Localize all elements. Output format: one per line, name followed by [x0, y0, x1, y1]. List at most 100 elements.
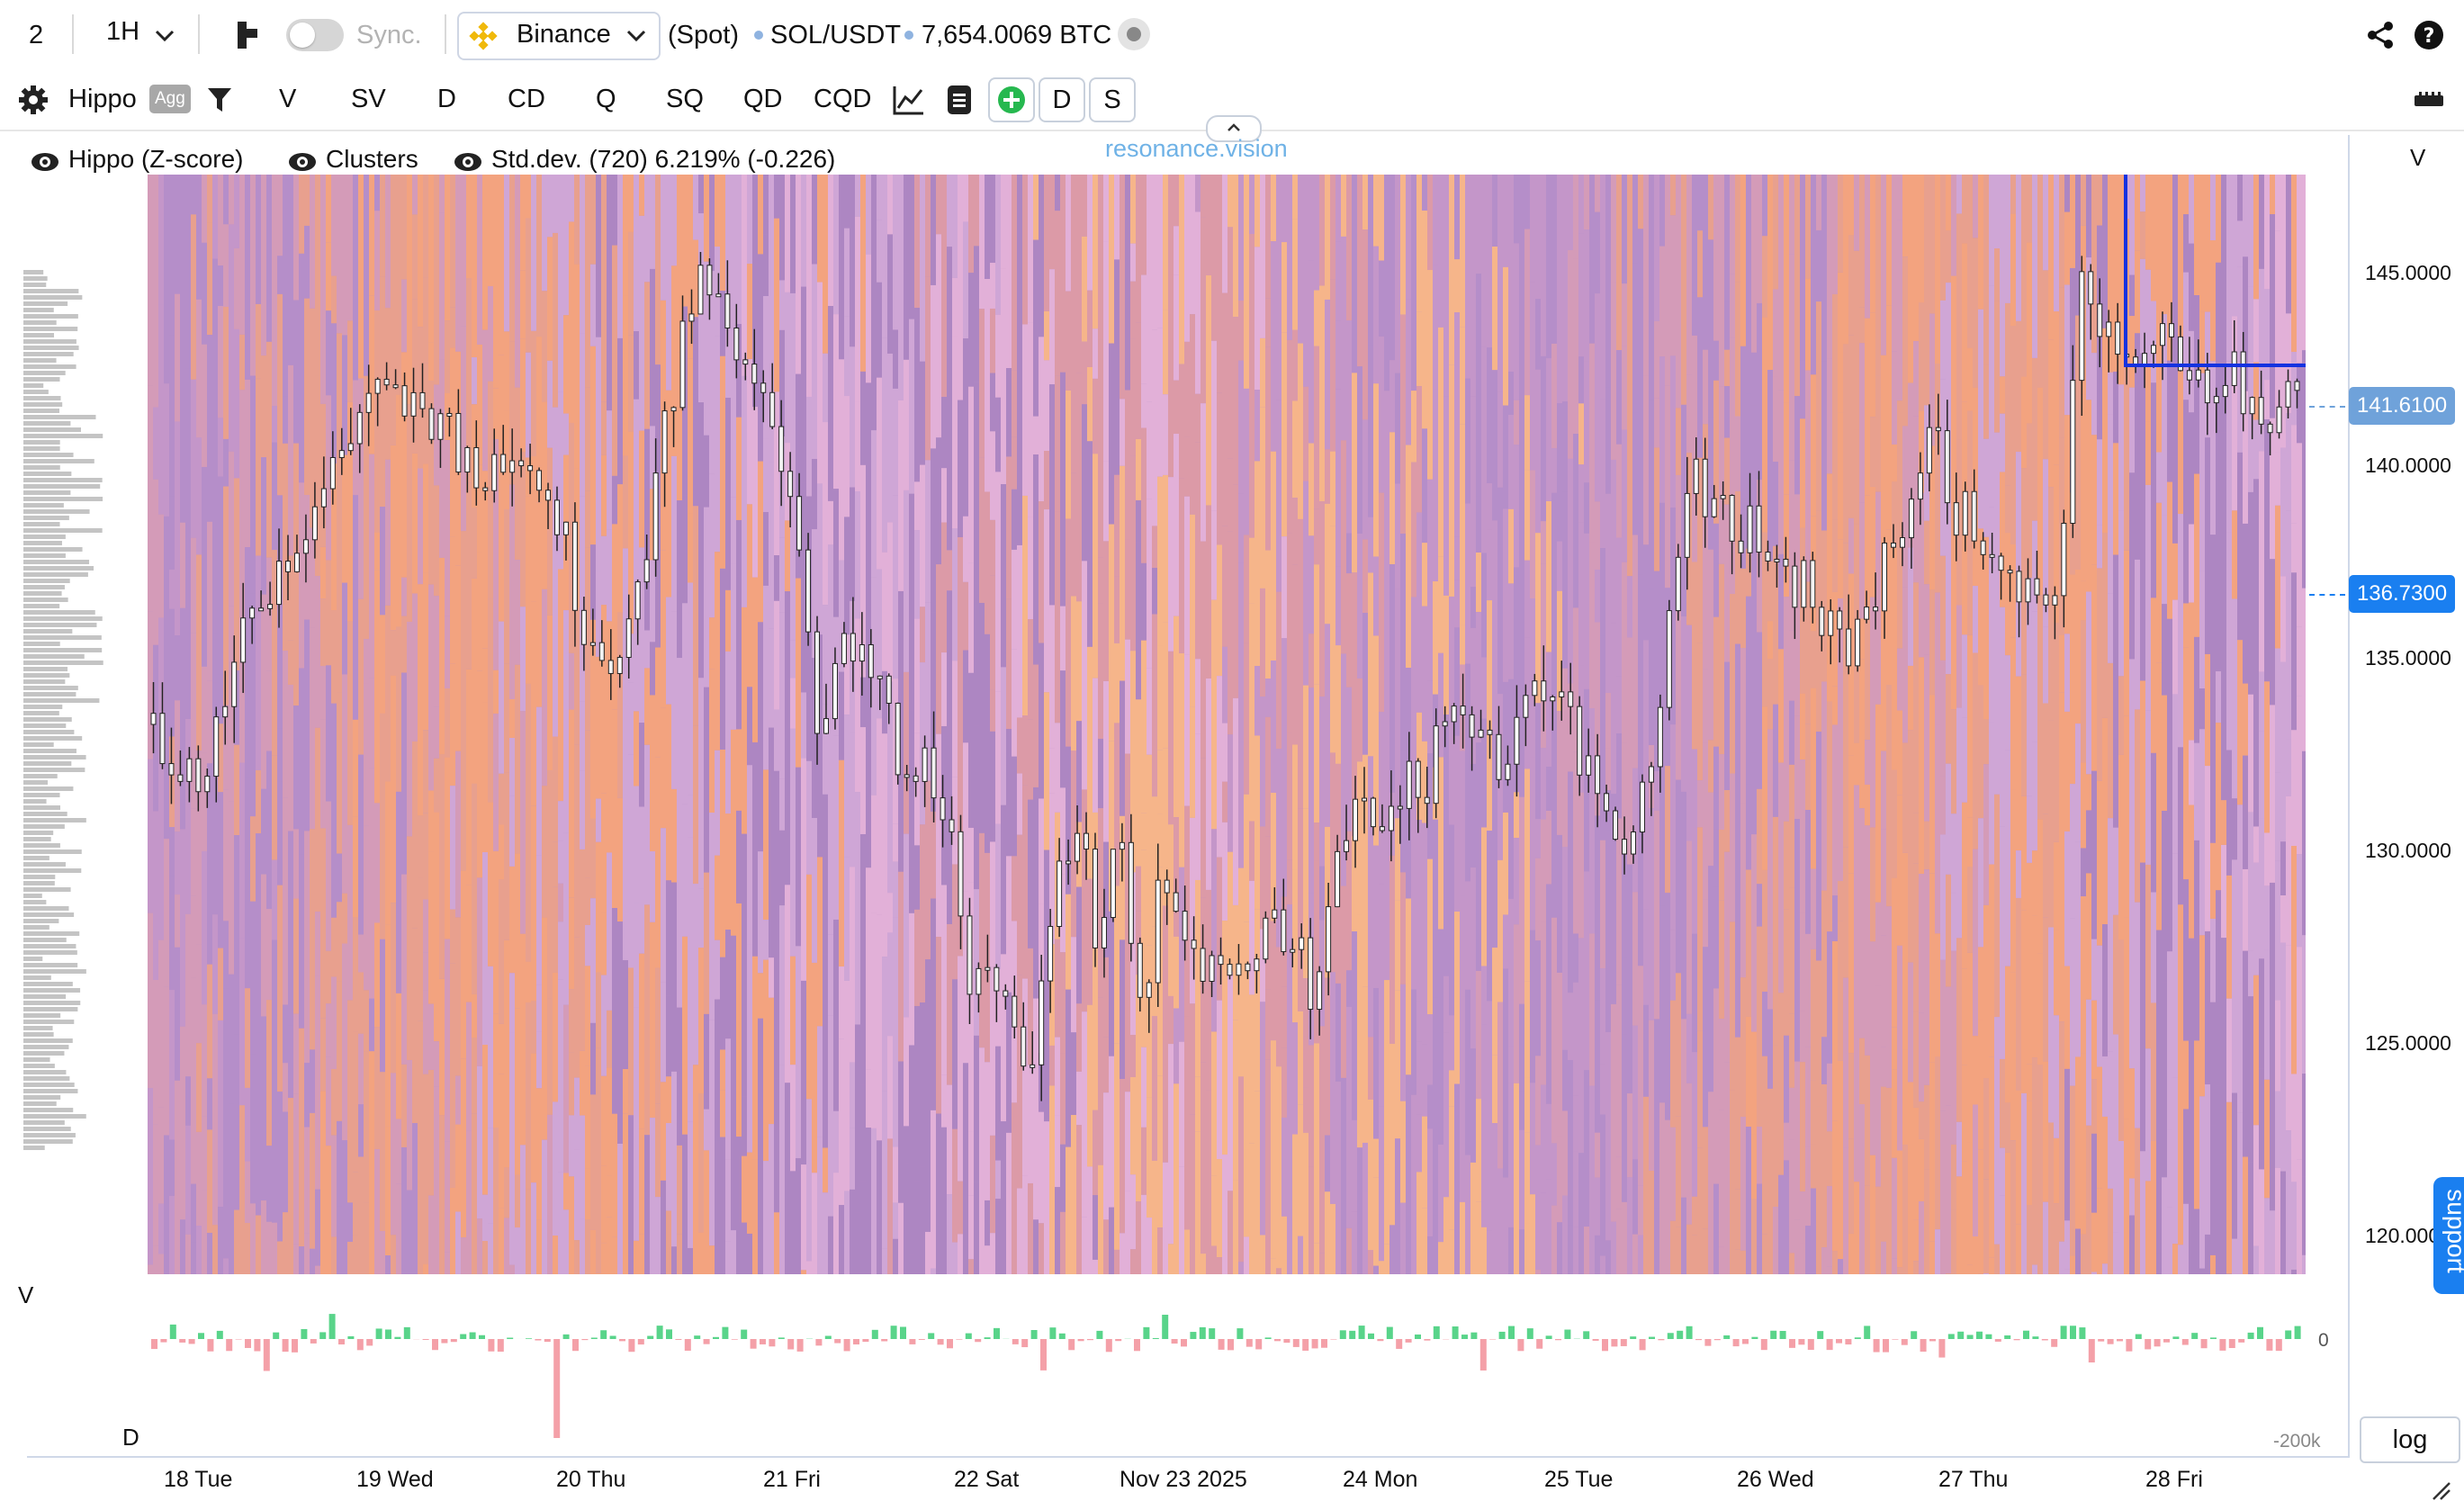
- heat-cell: [1319, 285, 1325, 502]
- chip-s-button[interactable]: S: [1089, 77, 1136, 122]
- heat-cell: [509, 484, 515, 699]
- heat-cell: [412, 741, 418, 929]
- heat-cell: [796, 175, 801, 374]
- mode-sv[interactable]: SV: [351, 85, 386, 113]
- log-scale-button[interactable]: log: [2360, 1416, 2460, 1463]
- mode-cqd[interactable]: CQD: [814, 85, 872, 113]
- candle-body: [518, 460, 525, 467]
- heat-cell: [1497, 544, 1503, 695]
- heat-cell: [1735, 282, 1740, 417]
- heat-cell: [1174, 274, 1179, 381]
- mode-cd[interactable]: CD: [508, 85, 545, 113]
- heat-cell: [1157, 328, 1163, 477]
- exchange-select[interactable]: Binance: [457, 12, 661, 60]
- heat-cell: [272, 939, 277, 1074]
- heat-cell: [1627, 384, 1632, 577]
- candle-body: [437, 413, 444, 440]
- candle-body: [1837, 610, 1843, 630]
- heat-cell: [2043, 703, 2048, 814]
- heat-cell: [1114, 474, 1120, 577]
- delta-bar: [590, 1337, 598, 1339]
- heat-cell: [1622, 346, 1627, 430]
- heat-cell: [536, 175, 542, 337]
- heat-cell: [1794, 819, 1800, 967]
- heat-cell: [736, 324, 742, 418]
- share-icon[interactable]: [2365, 20, 2396, 50]
- mode-sq[interactable]: SQ: [666, 85, 704, 113]
- chart-plot-area[interactable]: [148, 175, 2306, 1274]
- gear-icon[interactable]: [18, 85, 49, 115]
- candle-body: [293, 553, 300, 572]
- eye-icon[interactable]: [31, 151, 59, 173]
- heat-cell: [1524, 1223, 1530, 1274]
- ruler-icon[interactable]: [2414, 90, 2444, 108]
- heat-cell: [1865, 784, 1870, 826]
- heat-cell: [1330, 526, 1335, 753]
- heat-cell: [202, 850, 207, 1005]
- heat-cell: [1373, 175, 1379, 247]
- delta-bar: [479, 1335, 485, 1339]
- timeframe-select[interactable]: 1H: [106, 16, 175, 52]
- heat-cell: [596, 337, 601, 571]
- sync-toggle[interactable]: [286, 19, 344, 51]
- mode-v[interactable]: V: [279, 85, 297, 113]
- heat-cell: [1989, 1056, 1994, 1258]
- heat-cell: [1174, 1008, 1179, 1084]
- heat-cell: [914, 308, 920, 482]
- eye-icon[interactable]: [288, 151, 317, 173]
- watermark: resonance.vision: [1105, 135, 1288, 162]
- heat-cell: [283, 1111, 288, 1213]
- heat-cell: [320, 175, 326, 404]
- heat-cell: [342, 582, 347, 675]
- mode-qd[interactable]: QD: [743, 85, 783, 113]
- heat-cell: [1611, 1221, 1616, 1274]
- candle-body: [688, 313, 695, 322]
- heat-cell: [536, 502, 542, 707]
- heat-cell: [1870, 941, 1875, 1155]
- heat-cell: [909, 1254, 914, 1274]
- pin-icon[interactable]: [236, 20, 259, 50]
- heat-cell: [1767, 729, 1773, 954]
- heat-cell: [725, 1038, 731, 1160]
- heat-cell: [2027, 242, 2032, 424]
- heat-cell: [1686, 1224, 1692, 1274]
- heat-cell: [1060, 175, 1066, 373]
- heat-cell: [747, 504, 752, 688]
- heat-cell: [2027, 423, 2032, 579]
- layout-count[interactable]: 2: [29, 21, 44, 49]
- heat-cell: [1827, 1266, 1832, 1274]
- eye-icon[interactable]: [454, 151, 482, 173]
- heat-cell: [2151, 752, 2156, 893]
- heat-cell: [542, 291, 547, 402]
- heat-cell: [731, 497, 736, 564]
- add-indicator-button[interactable]: [988, 77, 1035, 122]
- heat-cell: [2032, 357, 2037, 521]
- support-tab[interactable]: support: [2433, 1177, 2464, 1294]
- heat-cell: [1778, 993, 1784, 1175]
- heat-cell: [974, 1035, 979, 1182]
- mode-d[interactable]: D: [437, 85, 456, 113]
- heat-cell: [1406, 175, 1411, 300]
- heat-cell: [634, 1007, 639, 1241]
- resize-handle-icon[interactable]: [2430, 1479, 2451, 1501]
- heat-cell: [860, 677, 866, 728]
- heat-cell: [2135, 559, 2140, 710]
- pair-label[interactable]: SOL/USDT: [770, 21, 902, 49]
- heat-cell: [2113, 1034, 2118, 1233]
- heat-cell: [628, 335, 634, 432]
- filter-icon[interactable]: [207, 86, 232, 113]
- heat-cell: [2140, 430, 2145, 584]
- heat-cell: [1838, 272, 1843, 413]
- heat-cell: [1476, 1099, 1481, 1202]
- line-chart-icon[interactable]: [893, 85, 925, 115]
- delta-bar: [1396, 1339, 1403, 1349]
- document-icon[interactable]: [947, 85, 972, 115]
- collapse-toolbar-button[interactable]: [1206, 115, 1262, 142]
- heat-cell: [1568, 993, 1573, 1061]
- mode-q[interactable]: Q: [596, 85, 616, 113]
- help-icon[interactable]: ?: [2414, 20, 2444, 50]
- heat-cell: [731, 935, 736, 1046]
- chip-d-button[interactable]: D: [1039, 77, 1085, 122]
- candle-body: [2249, 397, 2255, 415]
- heat-cell: [1562, 668, 1568, 848]
